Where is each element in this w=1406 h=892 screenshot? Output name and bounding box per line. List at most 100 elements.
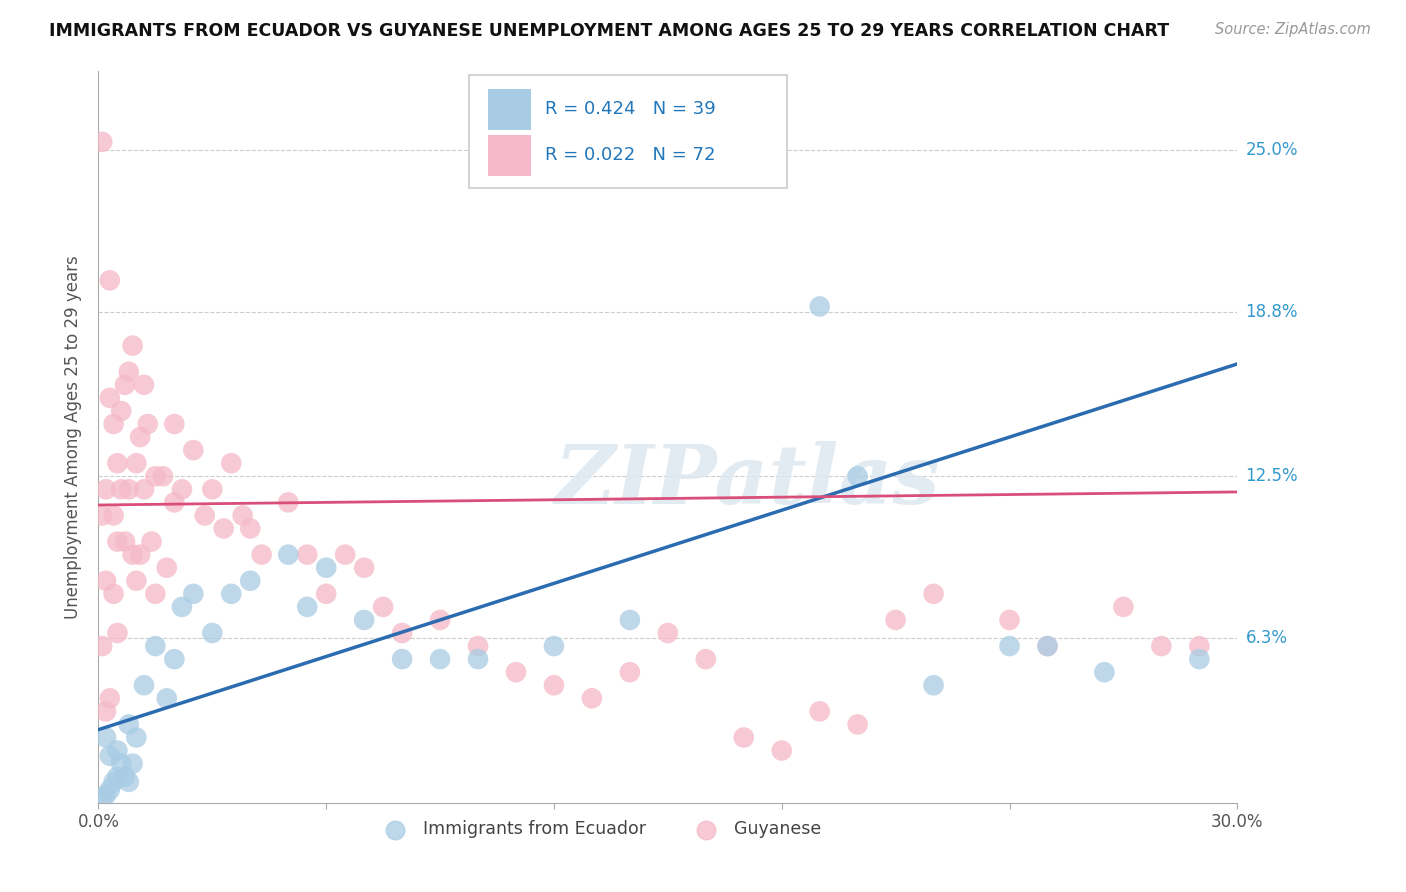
Point [114,534,136,549]
Point [118,775,141,789]
FancyBboxPatch shape [468,75,787,188]
Point [156,560,179,574]
Point [335,548,357,562]
Point [98,748,121,763]
Point [98,273,121,287]
Text: 12.5%: 12.5% [1246,467,1298,485]
Point [619,665,641,680]
Point [114,377,136,392]
Legend: Immigrants from Ecuador, Guyanese: Immigrants from Ecuador, Guyanese [371,814,828,846]
Point [129,548,152,562]
Point [467,639,489,653]
Point [91,135,114,149]
Point [110,756,132,771]
Point [170,599,193,614]
Point [1094,665,1116,680]
Point [183,443,205,458]
FancyBboxPatch shape [488,136,531,176]
Point [98,782,121,797]
Point [808,705,831,719]
Point [922,678,945,692]
Point [239,574,262,588]
Text: Source: ZipAtlas.com: Source: ZipAtlas.com [1215,22,1371,37]
Point [107,770,129,784]
Point [212,521,235,535]
Point [118,483,141,497]
Point [118,717,141,731]
Point [98,391,121,405]
Point [770,743,793,757]
Point [121,339,143,353]
Point [118,365,141,379]
Point [94,483,117,497]
Point [194,508,217,523]
Point [277,548,299,562]
Point [922,587,945,601]
Point [619,613,641,627]
Point [581,691,603,706]
Point [429,613,451,627]
Point [156,691,179,706]
Point [315,587,337,601]
Point [103,775,125,789]
Point [103,417,125,431]
Point [145,587,167,601]
Point [141,534,163,549]
Text: ZIPatlas: ZIPatlas [555,441,941,521]
Point [170,483,193,497]
Point [391,652,413,666]
Point [695,652,717,666]
Point [94,574,117,588]
Point [297,548,319,562]
Point [221,456,243,470]
Point [1036,639,1059,653]
Point [132,483,155,497]
Point [132,678,155,692]
Point [110,483,132,497]
Point [1188,652,1211,666]
Point [103,587,125,601]
Point [297,599,319,614]
Point [543,678,565,692]
Point [543,639,565,653]
Point [114,770,136,784]
Text: IMMIGRANTS FROM ECUADOR VS GUYANESE UNEMPLOYMENT AMONG AGES 25 TO 29 YEARS CORRE: IMMIGRANTS FROM ECUADOR VS GUYANESE UNEM… [49,22,1170,40]
Point [107,743,129,757]
Point [391,626,413,640]
Point [145,639,167,653]
Point [91,639,114,653]
Point [315,560,337,574]
Point [250,548,273,562]
Point [110,404,132,418]
Point [91,508,114,523]
Point [125,574,148,588]
Point [467,652,489,666]
Point [998,613,1021,627]
Point [132,377,155,392]
Point [505,665,527,680]
Point [1036,639,1059,653]
Point [152,469,174,483]
Point [998,639,1021,653]
Point [94,705,117,719]
Point [121,548,143,562]
Y-axis label: Unemployment Among Ages 25 to 29 years: Unemployment Among Ages 25 to 29 years [65,255,83,619]
Point [429,652,451,666]
Point [125,731,148,745]
Text: 25.0%: 25.0% [1246,141,1298,159]
Point [353,560,375,574]
Point [353,613,375,627]
Point [371,599,394,614]
Point [107,626,129,640]
Point [121,756,143,771]
Point [884,613,907,627]
Point [1150,639,1173,653]
Text: R = 0.424   N = 39: R = 0.424 N = 39 [546,101,716,119]
Point [145,469,167,483]
Text: 18.8%: 18.8% [1246,302,1298,321]
Point [239,521,262,535]
Point [846,469,869,483]
Text: R = 0.022   N = 72: R = 0.022 N = 72 [546,146,716,164]
Point [183,587,205,601]
Point [136,417,159,431]
